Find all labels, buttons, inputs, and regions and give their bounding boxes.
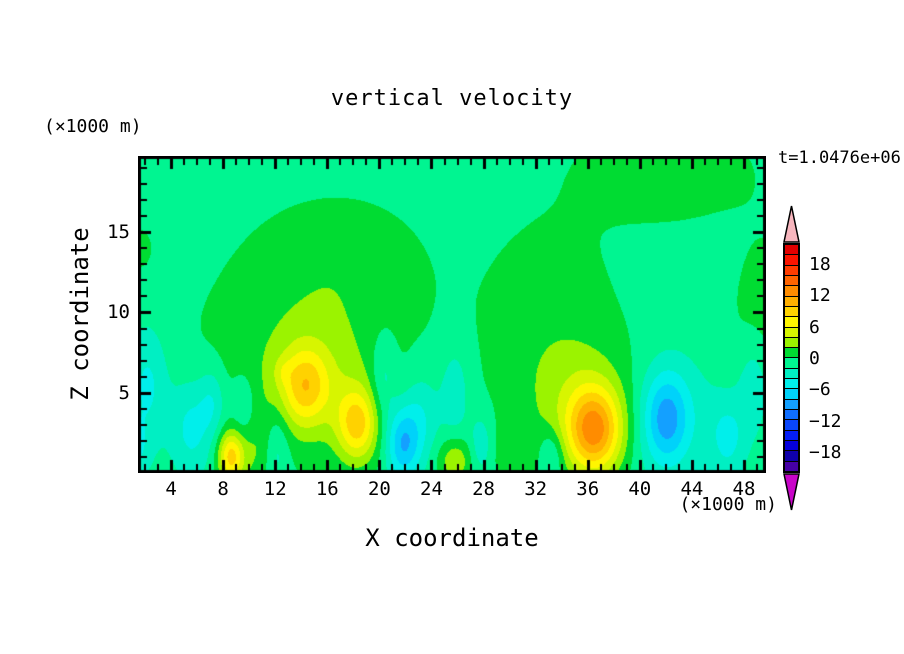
colorbar-segment (785, 368, 798, 380)
colorbar-segment (785, 440, 798, 452)
y-tick-label: 10 (107, 301, 130, 324)
colorbar-tick-label: 0 (809, 348, 820, 369)
colorbar (783, 243, 800, 473)
colorbar-segment (785, 348, 798, 359)
y-tick-label: 15 (107, 221, 130, 244)
time-label: t=1.0476e+06 (778, 148, 901, 168)
colorbar-segment (785, 275, 798, 287)
colorbar-tick-label: 12 (809, 285, 831, 307)
colorbar-under-arrow (783, 473, 800, 511)
plot-area (138, 156, 766, 473)
colorbar-segment (785, 358, 798, 369)
colorbar-segment (785, 296, 798, 307)
colorbar-segment (785, 410, 798, 421)
x-tick-label: 28 (472, 478, 495, 500)
colorbar-segment (785, 430, 798, 441)
x-axis-title: X coordinate (365, 524, 539, 552)
colorbar-segment (785, 461, 798, 471)
colorbar-segment (785, 255, 798, 266)
x-tick-label: 16 (315, 478, 339, 500)
colorbar-segment (785, 265, 798, 276)
colorbar-segment (785, 379, 798, 390)
y-axis-unit: (×1000 m) (44, 116, 142, 137)
colorbar-segment (785, 451, 798, 462)
colorbar-segment (785, 327, 798, 338)
colorbar-segment (785, 317, 798, 328)
x-tick-label: 36 (576, 478, 600, 500)
colorbar-segment (785, 245, 798, 256)
colorbar-segment (785, 337, 798, 349)
colorbar-over-arrow (783, 205, 800, 243)
x-tick-label: 12 (263, 478, 287, 500)
x-axis-unit: (×1000 m) (679, 494, 777, 515)
x-tick-label: 48 (732, 478, 756, 500)
colorbar-tick-label: −18 (809, 442, 842, 464)
x-tick-label: 20 (367, 478, 391, 500)
colorbar-segment (785, 389, 798, 400)
colorbar-tick-label: −12 (809, 410, 842, 432)
x-tick-label: 40 (628, 478, 652, 500)
x-tick-label: 4 (165, 478, 177, 500)
colorbar-segment (785, 306, 798, 318)
x-tick-label: 24 (420, 478, 443, 500)
colorbar-tick-label: −6 (809, 379, 831, 401)
x-tick-label: 8 (217, 478, 229, 500)
colorbar-segment (785, 399, 798, 410)
contour-plot-canvas (138, 156, 766, 473)
colorbar-tick-label: 6 (809, 316, 820, 338)
x-tick-label: 32 (524, 478, 548, 500)
x-tick-label: 44 (680, 478, 704, 500)
colorbar-segment (785, 286, 798, 297)
colorbar-tick-label: 18 (809, 253, 831, 275)
figure-title: vertical velocity (330, 86, 574, 111)
y-tick-label: 5 (118, 381, 130, 404)
colorbar-segment (785, 420, 798, 431)
